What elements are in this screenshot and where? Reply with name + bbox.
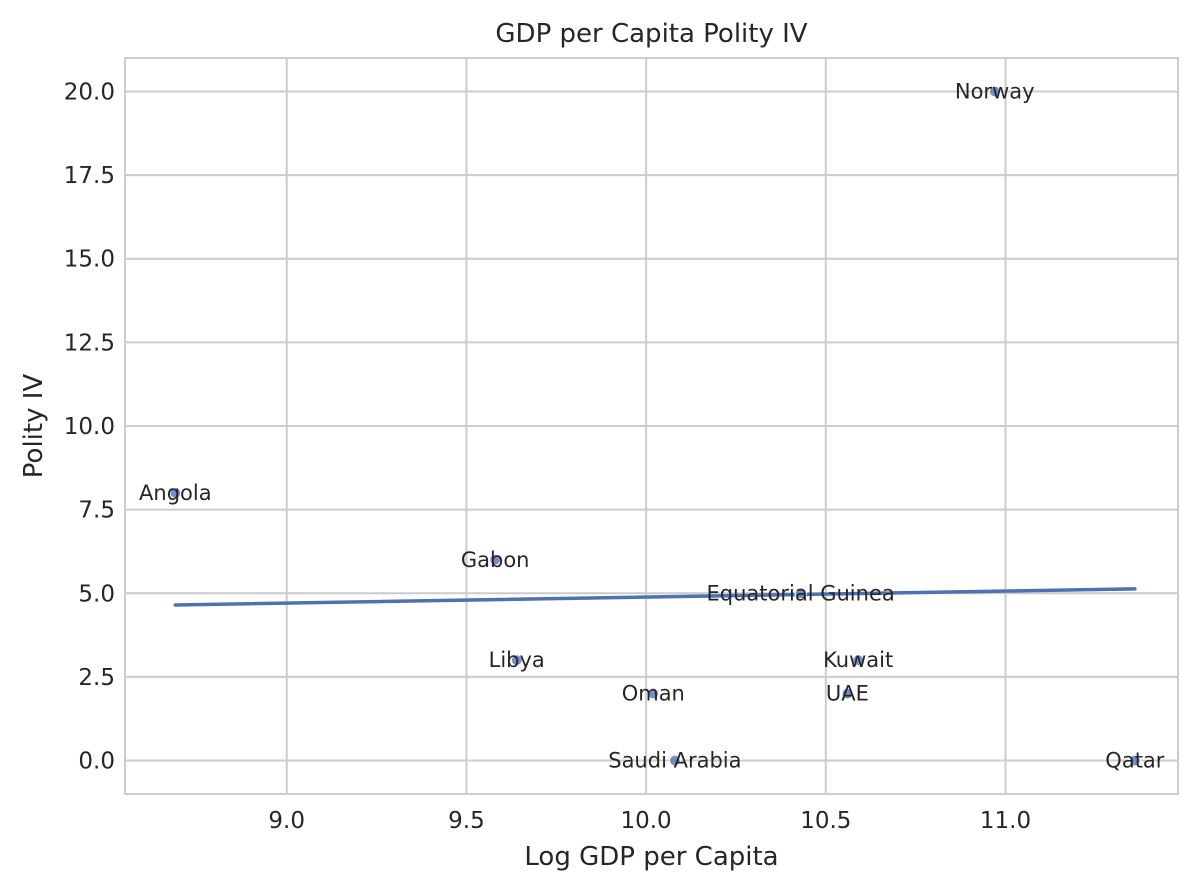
y-axis-label: Polity IV <box>19 374 49 479</box>
y-tick-label: 20.0 <box>64 79 115 105</box>
data-point <box>852 654 865 667</box>
data-point <box>510 654 523 667</box>
x-tick-label: 9.5 <box>448 808 485 834</box>
trend-line <box>173 587 1137 607</box>
y-tick-label: 0.0 <box>78 749 115 775</box>
y-tick-label: 2.5 <box>78 665 115 691</box>
point-label: Equatorial Guinea <box>707 581 895 605</box>
y-tick-label: 15.0 <box>64 247 115 273</box>
data-point <box>794 587 807 600</box>
data-point <box>668 754 681 767</box>
x-tick-label: 9.0 <box>268 808 305 834</box>
point-label: UAE <box>826 682 869 706</box>
point-label: Kuwait <box>823 648 893 672</box>
point-label: Gabon <box>461 548 530 572</box>
x-axis-label: Log GDP per Capita <box>524 842 778 872</box>
data-points <box>169 85 1141 767</box>
grid <box>125 58 1178 794</box>
data-point <box>489 553 502 566</box>
x-axis-ticks: 9.0 9.5 10.0 10.5 11.0 <box>268 808 1031 834</box>
data-point <box>841 687 854 700</box>
y-axis-ticks: 0.0 2.5 5.0 7.5 10.0 12.5 15.0 17.5 20.0 <box>64 79 115 774</box>
x-tick-label: 11.0 <box>980 808 1031 834</box>
x-tick-label: 10.5 <box>800 808 851 834</box>
y-tick-label: 5.0 <box>78 581 115 607</box>
x-tick-label: 10.0 <box>620 808 671 834</box>
data-point <box>647 687 660 700</box>
point-label: Qatar <box>1105 749 1165 773</box>
data-point <box>988 85 1001 98</box>
point-label: Angola <box>139 481 212 505</box>
point-label: Norway <box>955 79 1035 103</box>
point-label: Oman <box>622 682 685 706</box>
point-label: Libya <box>489 648 545 672</box>
chart-title: GDP per Capita Polity IV <box>495 19 807 49</box>
y-tick-label: 10.0 <box>64 414 115 440</box>
data-point <box>1128 754 1141 767</box>
data-point <box>169 486 182 500</box>
y-tick-label: 7.5 <box>78 498 115 524</box>
y-tick-label: 12.5 <box>64 330 115 356</box>
point-label: Saudi Arabia <box>608 749 741 773</box>
y-tick-label: 17.5 <box>64 163 115 189</box>
plot-frame <box>124 57 1179 795</box>
point-labels: Angola Gabon Libya Oman Saudi Arabia Equatori… <box>139 79 1165 772</box>
